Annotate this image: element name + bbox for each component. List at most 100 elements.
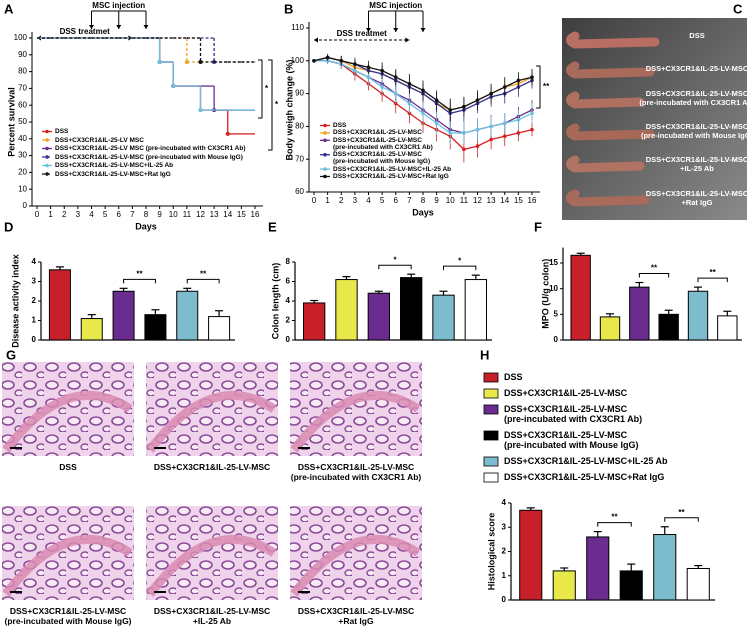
y-tick-label: 70 [295,154,304,163]
image-caption: DSS+CX3CR1&IL-25-LV-MSC (pre-incubated w… [290,462,422,482]
x-tick-label: 8 [144,210,149,219]
bar [570,254,591,341]
x-tick-label: 10 [169,210,178,219]
x-axis-label: Days [135,221,157,231]
marker [530,111,534,116]
marker [198,108,203,113]
y-tick-label: 30 [18,151,27,160]
histology-image [2,506,134,600]
significance-bracket [697,277,728,283]
x-tick-label: 9 [434,196,439,205]
y-tick-label: 5 [554,309,559,318]
y-axis-label: Percent survival [6,87,16,157]
x-tick-label: 5 [380,196,385,205]
muscle-layer [290,390,421,453]
y-tick-label: 4 [32,257,37,266]
y-tick-label: 0 [286,335,291,344]
bar [653,534,677,601]
y-tick-label: 100 [291,56,305,65]
histology-image [2,362,134,456]
x-tick-label: 4 [366,196,371,205]
legend-swatch [483,388,499,399]
muscle-layer [146,390,277,453]
y-tick-label: 2 [502,547,507,556]
legend-label: DSS+CX3CR1&IL-25-LV-MSC+Rat IgG [55,170,171,178]
y-tick-label: 8 [286,257,291,266]
legend-marker [45,138,49,142]
panel-letter: G [6,347,16,362]
marker [516,78,521,83]
image-caption: DSS+CX3CR1&IL-25-LV-MSC (pre-incubated w… [4,606,132,626]
y-tick-label: 10 [18,184,27,193]
bar [80,318,103,341]
y-tick-label: 40 [18,134,27,143]
bar [48,269,71,341]
photo-label: DSS+CX3CR1&IL-25-LV-MSC (pre-incubated w… [640,122,747,140]
y-tick-label: 0 [554,335,559,344]
y-tick-label: 80 [295,122,304,131]
x-tick-label: 15 [237,210,246,219]
panel-letter: E [268,219,277,234]
y-tick-label: 3 [32,277,37,286]
y-tick-label: 80 [18,67,27,76]
y-tick-label: 60 [295,187,304,196]
y-tick-label: 6 [286,277,291,286]
y-tick-label: 90 [295,89,304,98]
legend-marker [45,155,49,159]
marker [475,144,480,148]
significance-label: ** [651,264,658,273]
y-tick-label: 0 [23,201,28,210]
legend-marker [323,174,327,179]
significance-label: ** [678,508,685,517]
marker [502,121,507,125]
marker [434,121,439,125]
legend-label: DSS [55,128,69,135]
arrow-head [420,28,426,32]
bar [335,279,358,341]
x-tick-label: 12 [473,196,482,205]
x-tick-label: 5 [103,210,108,219]
x-tick-label: 16 [528,196,537,205]
legend-marker [45,129,49,134]
y-axis-label: MPO (U/g colon) [540,259,550,329]
marker [380,68,384,73]
marker [475,127,480,132]
y-tick-label: 110 [291,23,304,32]
photo-label: DSS+CX3CR1&IL-25-LV-MSC +IL-25 Ab [645,155,747,173]
x-axis-label: Days [412,207,434,217]
x-tick-label: 9 [157,210,162,219]
muscle-layer [2,534,133,597]
x-tick-label: 6 [117,210,122,219]
dss-label: DSS treatmet [60,27,111,36]
legend-marker [323,138,327,143]
panel-letter: C [733,1,743,16]
marker [489,137,493,142]
x-tick-label: 6 [394,196,399,205]
legend-label: DSS+CX3CR1&IL-25-LV-MSC (pre-incubated w… [504,404,643,424]
injection-label: MSC injection [92,1,145,10]
photo-label: DSS+CX3CR1&IL-25-LV-MSC (pre-incubated w… [639,89,747,107]
panel-letter: D [4,219,13,234]
significance-label: * [458,256,462,265]
marker [353,62,357,66]
bar [599,316,621,341]
muscle-layer [2,390,133,453]
legend-marker [45,163,49,168]
significance-label: ** [611,513,618,522]
significance-label: ** [710,268,717,277]
legend-label: DSS+CX3CR1&IL-25-LV-MSC+IL-25 Ab [55,162,174,169]
bar [112,290,135,341]
y-axis-label: Histological score [486,513,496,591]
legend-marker [323,131,327,135]
arrow-head [366,28,371,32]
marker [421,111,425,116]
y-axis-label: Colon length (cm) [270,263,280,340]
x-tick-label: 12 [196,210,205,219]
marker [393,75,398,79]
marker [325,55,330,60]
legend-marker [323,152,327,157]
image-caption: DSS+CX3CR1&IL-25-LV-MSC +Rat IgG [297,606,415,626]
legend-marker [45,146,49,151]
legend-label: DSS+CX3CR1&IL-25-LV-MSC (pre-incubated w… [55,153,243,161]
